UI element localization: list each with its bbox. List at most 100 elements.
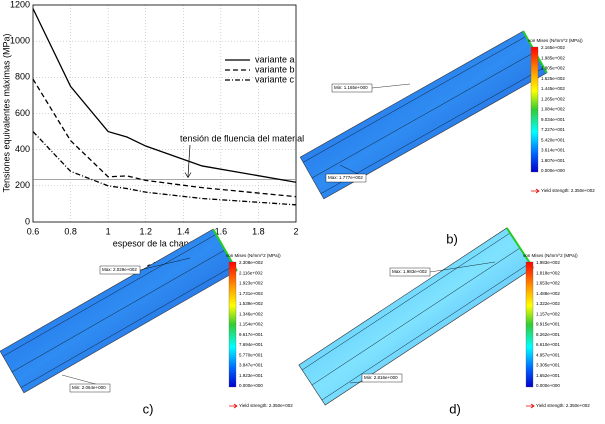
- colorbar-label: 3.847e+001: [239, 363, 263, 368]
- probe-label: Min: 1.165e+000: [334, 85, 368, 90]
- yield-label: Yield strength: 2.350e+002: [239, 403, 293, 408]
- colorbar-label: 1.923e+002: [239, 281, 263, 286]
- beam-edge: [311, 51, 536, 179]
- colorbar-label: 1.265e+002: [541, 96, 565, 101]
- colorbar-label: 1.807e+001: [541, 158, 565, 163]
- colorbar-label: 1.488e+002: [536, 291, 560, 296]
- line: [32, 78, 297, 198]
- beam-end: [505, 227, 535, 269]
- colorbar-label: 9.034e+001: [541, 117, 565, 122]
- colorbar-label: 0.000e+000: [536, 383, 560, 388]
- legend-label: variante b: [255, 64, 295, 74]
- colorbar-label: 1.731e+002: [239, 291, 263, 296]
- colorbar-label: 3.305e+001: [536, 363, 560, 368]
- probe-box: [99, 265, 141, 275]
- y-tick-label: 800: [15, 72, 30, 82]
- probe-box: [69, 383, 111, 393]
- colorbar-label: 1.818e+002: [536, 270, 560, 275]
- x-tick-label: 0.6: [27, 226, 40, 236]
- panel-label: d): [449, 401, 461, 416]
- beam-edge: [2, 234, 217, 357]
- line: [32, 131, 297, 206]
- colorbar-title: von Mises (N/mm^2 (MPa)): [528, 38, 583, 43]
- y-tick-label: 400: [15, 144, 30, 154]
- colorbar-label: 2.165e+002: [541, 45, 565, 50]
- colorbar-label: 9.915e+001: [536, 322, 560, 327]
- colorbar-label: 1.539e+002: [239, 301, 263, 306]
- probe-label: Max: 1.777e+002: [328, 175, 363, 180]
- colorbar-label: 1.653e+002: [536, 281, 560, 286]
- legend-label: variante a: [255, 54, 295, 64]
- beam-edge: [321, 262, 531, 401]
- x-tick-label: 1: [106, 226, 111, 236]
- x-tick-label: 2: [293, 226, 298, 236]
- x-tick-label: 0.8: [64, 226, 77, 236]
- colorbar-title: von Mises (N/mm^2 (MPa)): [226, 253, 281, 258]
- colorbar-label: 1.157e+002: [536, 311, 560, 316]
- panel-label: c): [143, 401, 154, 416]
- probe-leader: [429, 261, 496, 273]
- probe-label: Min: 2.064e+000: [72, 385, 106, 390]
- probe-leader: [139, 257, 191, 271]
- probe-leader: [371, 83, 411, 89]
- colorbar-label: 3.614e+001: [541, 148, 565, 153]
- beam-edge: [301, 232, 511, 371]
- colorbar-label: 1.084e+002: [541, 107, 565, 112]
- colorbar-label: 9.617e+001: [239, 332, 263, 337]
- x-tick-label: 1.2: [139, 226, 152, 236]
- x-axis-label: espesor de la chapa (mm): [113, 238, 218, 248]
- yield-label: Yield strength: 2.350e+002: [536, 403, 590, 408]
- colorbar-label: 1.154e+002: [239, 322, 263, 327]
- colorbar-label: 0.000e+000: [239, 383, 263, 388]
- probe-box: [325, 173, 367, 183]
- yield-arrow: [229, 403, 238, 409]
- colorbar-label: 1.445e+002: [541, 86, 565, 91]
- probe-label: Max: 1.983e+002: [392, 269, 427, 274]
- colorbar-label: 7.227e+001: [541, 127, 565, 132]
- plot-frame: [32, 4, 297, 223]
- yield-arrow: [526, 403, 535, 409]
- colorbar: [530, 46, 539, 173]
- colorbar-label: 8.262e+001: [536, 332, 560, 337]
- y-tick-label: 200: [15, 180, 30, 190]
- y-tick-label: 0: [25, 216, 30, 226]
- panel-label: b): [446, 231, 458, 246]
- beam-edge: [11, 249, 226, 373]
- colorbar-label: 1.985e+002: [541, 55, 565, 60]
- beam-edge: [20, 265, 235, 388]
- colorbar-label: 1.983e+002: [536, 260, 560, 265]
- colorbar-label: 1.625e+002: [541, 76, 565, 81]
- colorbar-label: 1.923e+001: [239, 373, 263, 378]
- colorbar-label: 2.116e+002: [239, 270, 263, 275]
- probe-box: [389, 267, 431, 277]
- yield-label: Yield strength: 2.350e+002: [541, 188, 595, 193]
- yield-arrow: [531, 188, 540, 194]
- colorbar-label: 1.805e+002: [541, 66, 565, 71]
- colorbar-label: 4.957e+001: [536, 352, 560, 357]
- probe-label: Min: 2.816e+000: [364, 375, 398, 380]
- colorbar: [525, 261, 534, 388]
- colorbar-label: 0.000e+000: [541, 168, 565, 173]
- probe-label: Max: 2.029e+002: [102, 267, 137, 272]
- colorbar-label: 1.346e+002: [239, 311, 263, 316]
- beam-edge: [320, 67, 544, 194]
- y-tick-label: 1200: [10, 0, 30, 9]
- colorbar-label: 5.420e+001: [541, 137, 565, 142]
- colorbar-label: 1.652e+001: [536, 373, 560, 378]
- colorbar-title: von Mises (N/mm^2 (MPa)): [523, 253, 578, 258]
- colorbar-label: 7.694e+001: [239, 342, 263, 347]
- y-axis-label: Tensiones equivalentes máximas (MPa): [1, 33, 11, 192]
- x-tick-label: 1.4: [177, 226, 190, 236]
- probe-box: [361, 373, 403, 383]
- legend-label: variante c: [255, 74, 295, 84]
- y-tick-label: 1000: [10, 36, 30, 46]
- x-tick-label: 1.8: [252, 226, 265, 236]
- colorbar-label: 6.610e+001: [536, 342, 560, 347]
- line: [32, 8, 297, 183]
- colorbar-label: 5.770e+001: [239, 352, 263, 357]
- annotation: tensión de fluencia del material: [180, 133, 304, 143]
- probe-box: [331, 83, 373, 93]
- beam-edge: [303, 36, 527, 163]
- colorbar: [228, 261, 237, 388]
